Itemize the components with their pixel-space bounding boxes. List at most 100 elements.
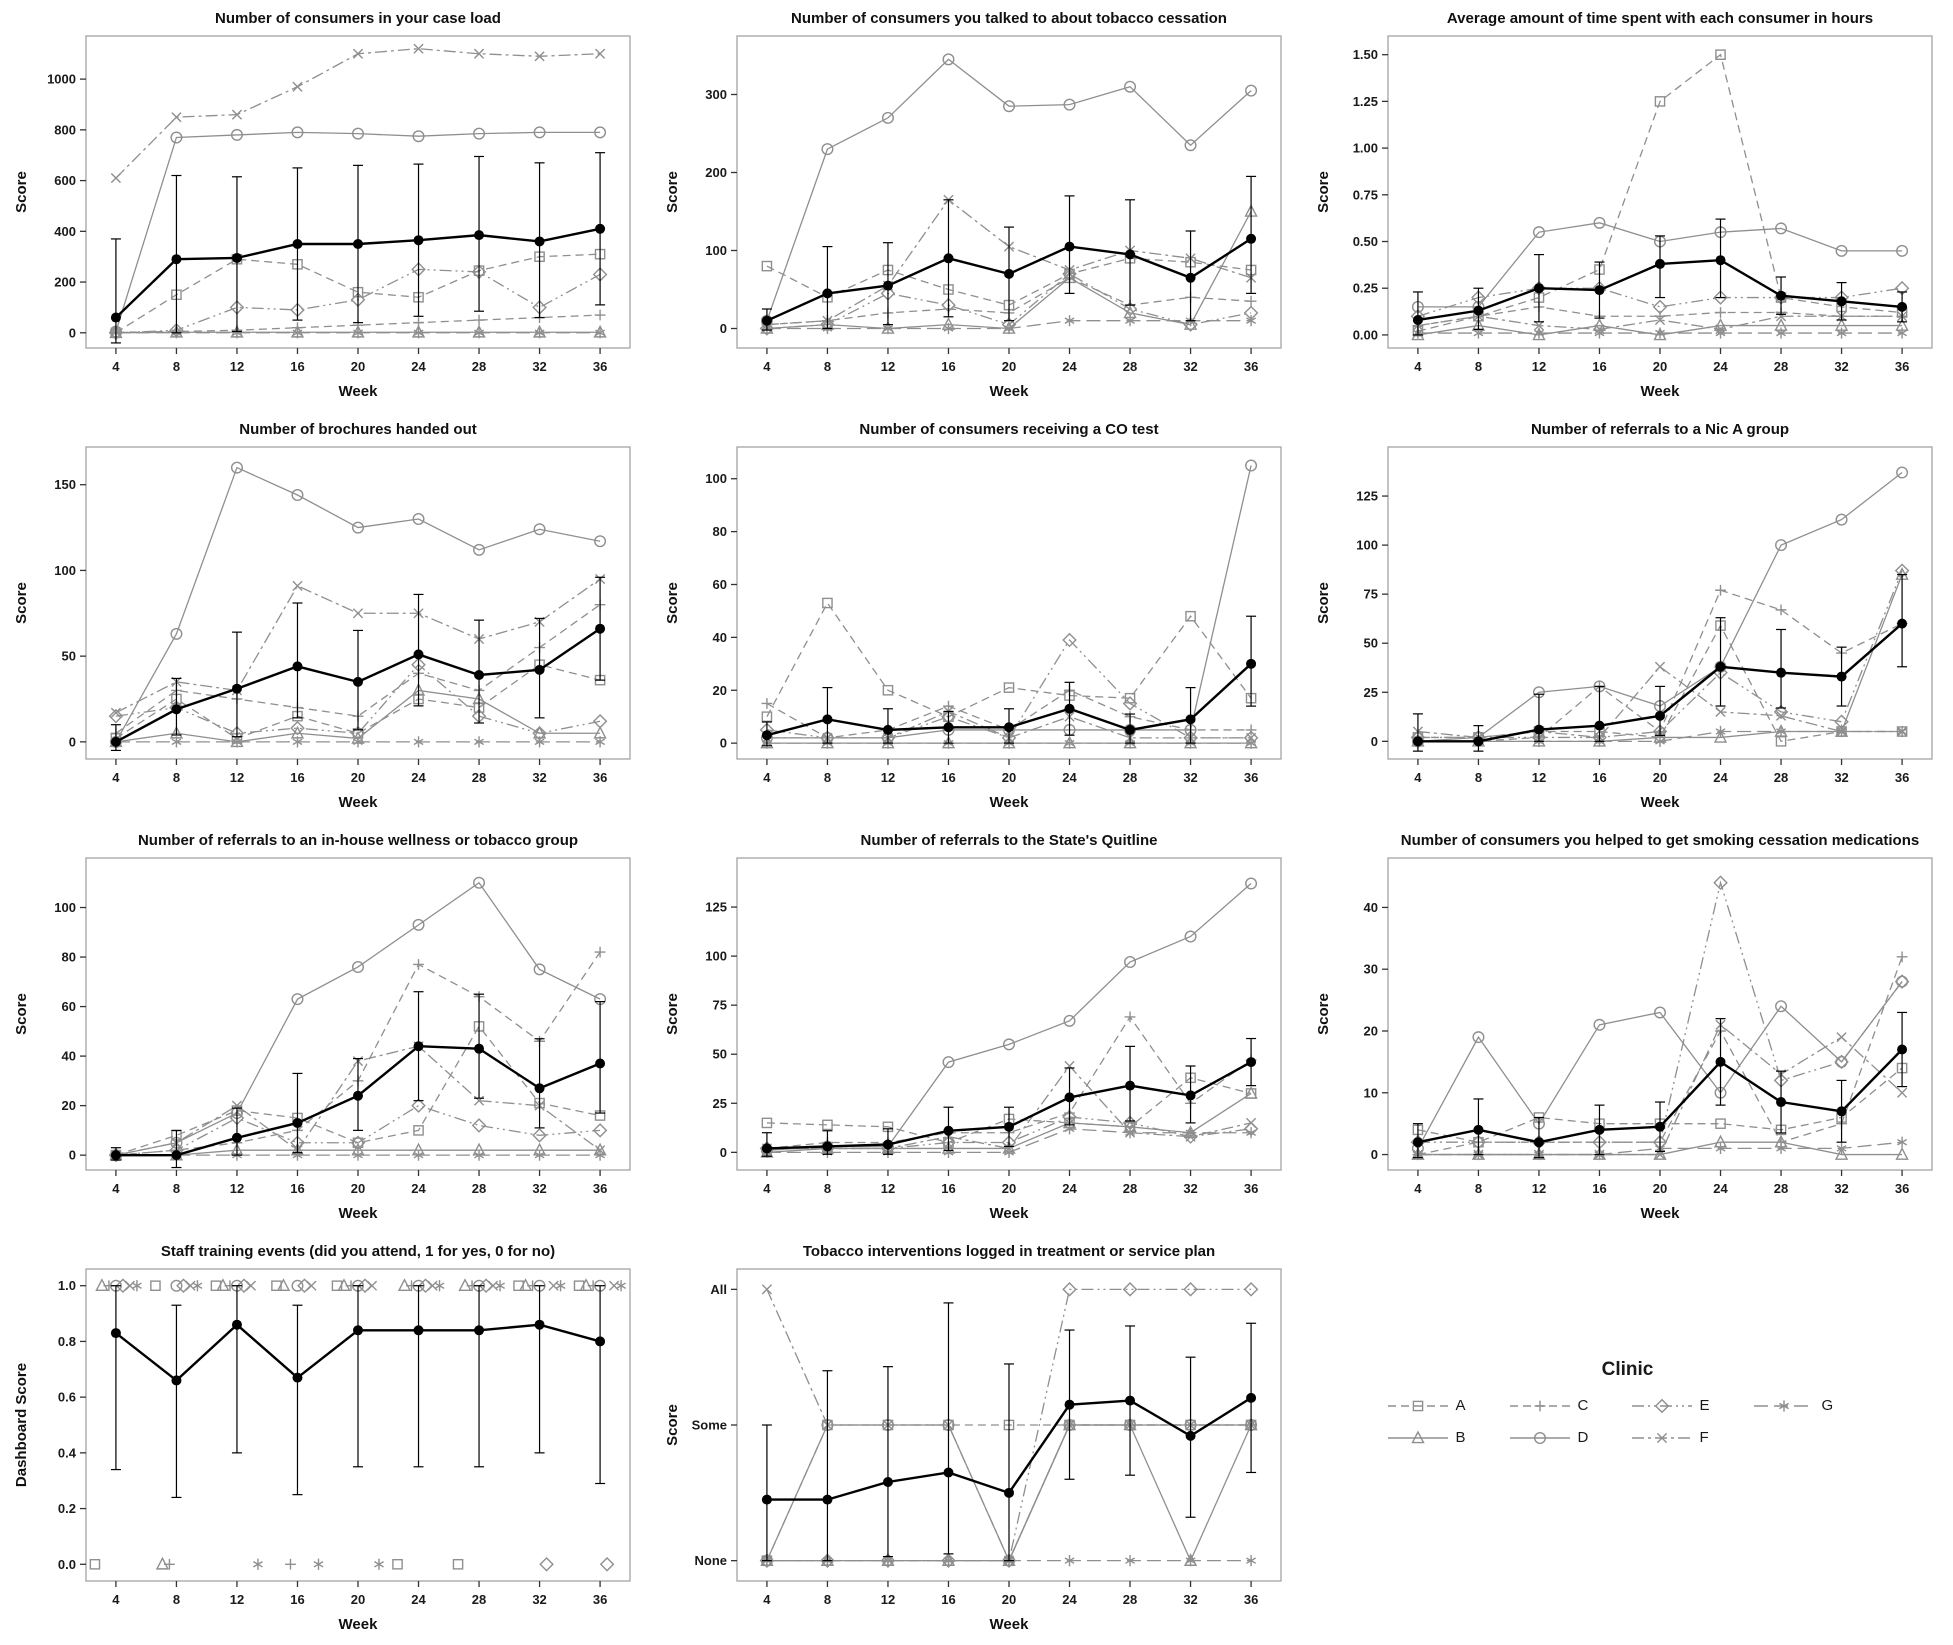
legend-title: Clinic xyxy=(1601,1358,1654,1380)
y-tick-label: 200 xyxy=(54,274,76,289)
x-tick-label: 36 xyxy=(1894,359,1908,374)
chart-panel-3: 0.00 0.25 0.50 0.75 1.00 1.25 1.50 4 8 12 16 20 24 28… xyxy=(1302,0,1953,411)
series-D xyxy=(109,125,606,338)
x-tick-label: 36 xyxy=(592,359,606,374)
x-tick-label: 20 xyxy=(350,359,364,374)
y-tick-label: 0.0 xyxy=(57,1556,75,1571)
x-tick-label: 4 xyxy=(112,359,120,374)
legend-entry-C: C xyxy=(1508,1395,1626,1417)
x-tick-label: 12 xyxy=(229,770,243,785)
legend-entry-label: D xyxy=(1577,1429,1589,1446)
x-tick-label: 32 xyxy=(532,1592,546,1607)
y-tick-label: 1.25 xyxy=(1352,93,1377,108)
x-axis-label: Week xyxy=(989,383,1029,400)
legend-entry-F: F xyxy=(1630,1427,1748,1449)
x-tick-label: 32 xyxy=(532,770,546,785)
legend-entry-label: F xyxy=(1699,1429,1709,1446)
x-axis-label: Week xyxy=(1640,383,1680,400)
plot-area xyxy=(1410,48,1909,340)
series-G xyxy=(110,1149,605,1161)
x-tick-label: 20 xyxy=(1001,1592,1015,1607)
x-axis-label: Week xyxy=(989,794,1029,811)
x-tick-label: 28 xyxy=(1122,1592,1136,1607)
x-tick-label: 20 xyxy=(350,1181,364,1196)
y-axis-label: Score xyxy=(1315,993,1332,1035)
legend-marker-square-icon xyxy=(1387,1400,1448,1411)
x-tick-label: 12 xyxy=(880,1181,894,1196)
chart-svg: 0.00 0.25 0.50 0.75 1.00 1.25 1.50 4 8 12 16 20 24 28… xyxy=(1315,10,1933,400)
chart-svg: 0.0 0.2 0.4 0.6 0.8 1.0 4 8 12 16 20 24 28 32 36 Staff … xyxy=(13,1243,631,1633)
chart-svg: 0 200 400 600 800 1000 4 8 12 16 20 24 28 32 36 Number … xyxy=(13,10,631,400)
x-tick-label: 32 xyxy=(532,1181,546,1196)
x-tick-label: 16 xyxy=(290,770,304,785)
x-tick-label: 24 xyxy=(1062,1181,1077,1196)
x-tick-label: 32 xyxy=(532,359,546,374)
y-tick-label: 0.6 xyxy=(57,1389,75,1404)
y-tick-label: 50 xyxy=(61,648,75,663)
y-tick-label: 1000 xyxy=(47,71,76,86)
y-tick-label: 400 xyxy=(54,223,76,238)
x-tick-label: 24 xyxy=(1062,770,1077,785)
x-tick-label: 4 xyxy=(763,359,771,374)
chart-title: Staff training events (did you attend, 1… xyxy=(160,1243,554,1260)
x-tick-label: 28 xyxy=(1773,770,1787,785)
y-tick-label: 0 xyxy=(1370,733,1377,748)
series-mean xyxy=(1412,1011,1907,1158)
y-tick-label: 0.25 xyxy=(1352,280,1377,295)
x-tick-label: 4 xyxy=(1414,770,1422,785)
series-mean xyxy=(1412,217,1907,336)
legend-marker-circle-icon xyxy=(1509,1431,1570,1444)
series-G xyxy=(131,1279,626,1570)
series-B xyxy=(94,1277,593,1570)
y-tick-label: 125 xyxy=(705,899,727,914)
x-tick-label: 32 xyxy=(1834,359,1848,374)
x-tick-label: 12 xyxy=(229,1181,243,1196)
series-mean xyxy=(110,151,605,344)
series-mean xyxy=(761,175,1256,331)
chart-title: Number of consumers you helped to get sm… xyxy=(1400,832,1918,849)
y-tick-label: 0 xyxy=(68,325,75,340)
chart-title: Number of referrals to a Nic A group xyxy=(1530,421,1788,438)
chart-svg: 0 25 50 75 100 125 4 8 12 16 20 24 28 32 36 Number of r… xyxy=(1315,421,1933,811)
y-tick-label: 0 xyxy=(719,1144,726,1159)
series-G xyxy=(110,735,605,747)
legend-entry-label: E xyxy=(1699,1397,1710,1414)
y-tick-label: 75 xyxy=(1363,586,1377,601)
legend-marker-triangle-icon xyxy=(1387,1429,1448,1443)
x-tick-label: 16 xyxy=(290,1181,304,1196)
x-tick-label: 16 xyxy=(290,1592,304,1607)
chart-title: Tobacco interventions logged in treatmen… xyxy=(802,1243,1214,1260)
chart-panel-10: 0.0 0.2 0.4 0.6 0.8 1.0 4 8 12 16 20 24 28 32 36 Staff … xyxy=(0,1233,651,1644)
x-tick-label: 24 xyxy=(411,770,426,785)
y-axis-label: Score xyxy=(664,1404,681,1446)
x-axis-label: Week xyxy=(1640,1205,1680,1222)
y-tick-label: 0.50 xyxy=(1352,234,1377,249)
x-tick-label: 24 xyxy=(1713,1181,1728,1196)
x-axis-label: Week xyxy=(338,1616,378,1633)
x-tick-label: 32 xyxy=(1183,1181,1197,1196)
y-tick-label: 80 xyxy=(712,524,726,539)
series-mean xyxy=(110,1284,605,1498)
plot-area xyxy=(108,461,607,751)
legend-entry-label: C xyxy=(1577,1397,1589,1414)
x-tick-label: 8 xyxy=(172,1592,179,1607)
x-tick-label: 28 xyxy=(471,359,485,374)
x-tick-label: 32 xyxy=(1183,359,1197,374)
y-tick-label: 50 xyxy=(1363,635,1377,650)
x-axis-label: Week xyxy=(1640,794,1680,811)
x-tick-label: 36 xyxy=(592,770,606,785)
x-tick-label: 8 xyxy=(172,359,179,374)
chart-title: Number of consumers you talked to about … xyxy=(791,10,1227,27)
x-tick-label: 28 xyxy=(471,770,485,785)
series-mean xyxy=(761,1037,1256,1157)
y-tick-label: 100 xyxy=(54,562,76,577)
x-tick-label: 24 xyxy=(1713,770,1728,785)
chart-panel-6: 0 25 50 75 100 125 4 8 12 16 20 24 28 32 36 Number of r… xyxy=(1302,411,1953,822)
x-tick-label: 8 xyxy=(172,1181,179,1196)
plot-area xyxy=(759,1281,1258,1568)
x-axis-label: Week xyxy=(338,383,378,400)
x-tick-label: 4 xyxy=(1414,1181,1422,1196)
plot-area xyxy=(759,877,1258,1158)
x-tick-label: 20 xyxy=(1001,1181,1015,1196)
chart-title: Number of consumers in your case load xyxy=(215,10,501,27)
